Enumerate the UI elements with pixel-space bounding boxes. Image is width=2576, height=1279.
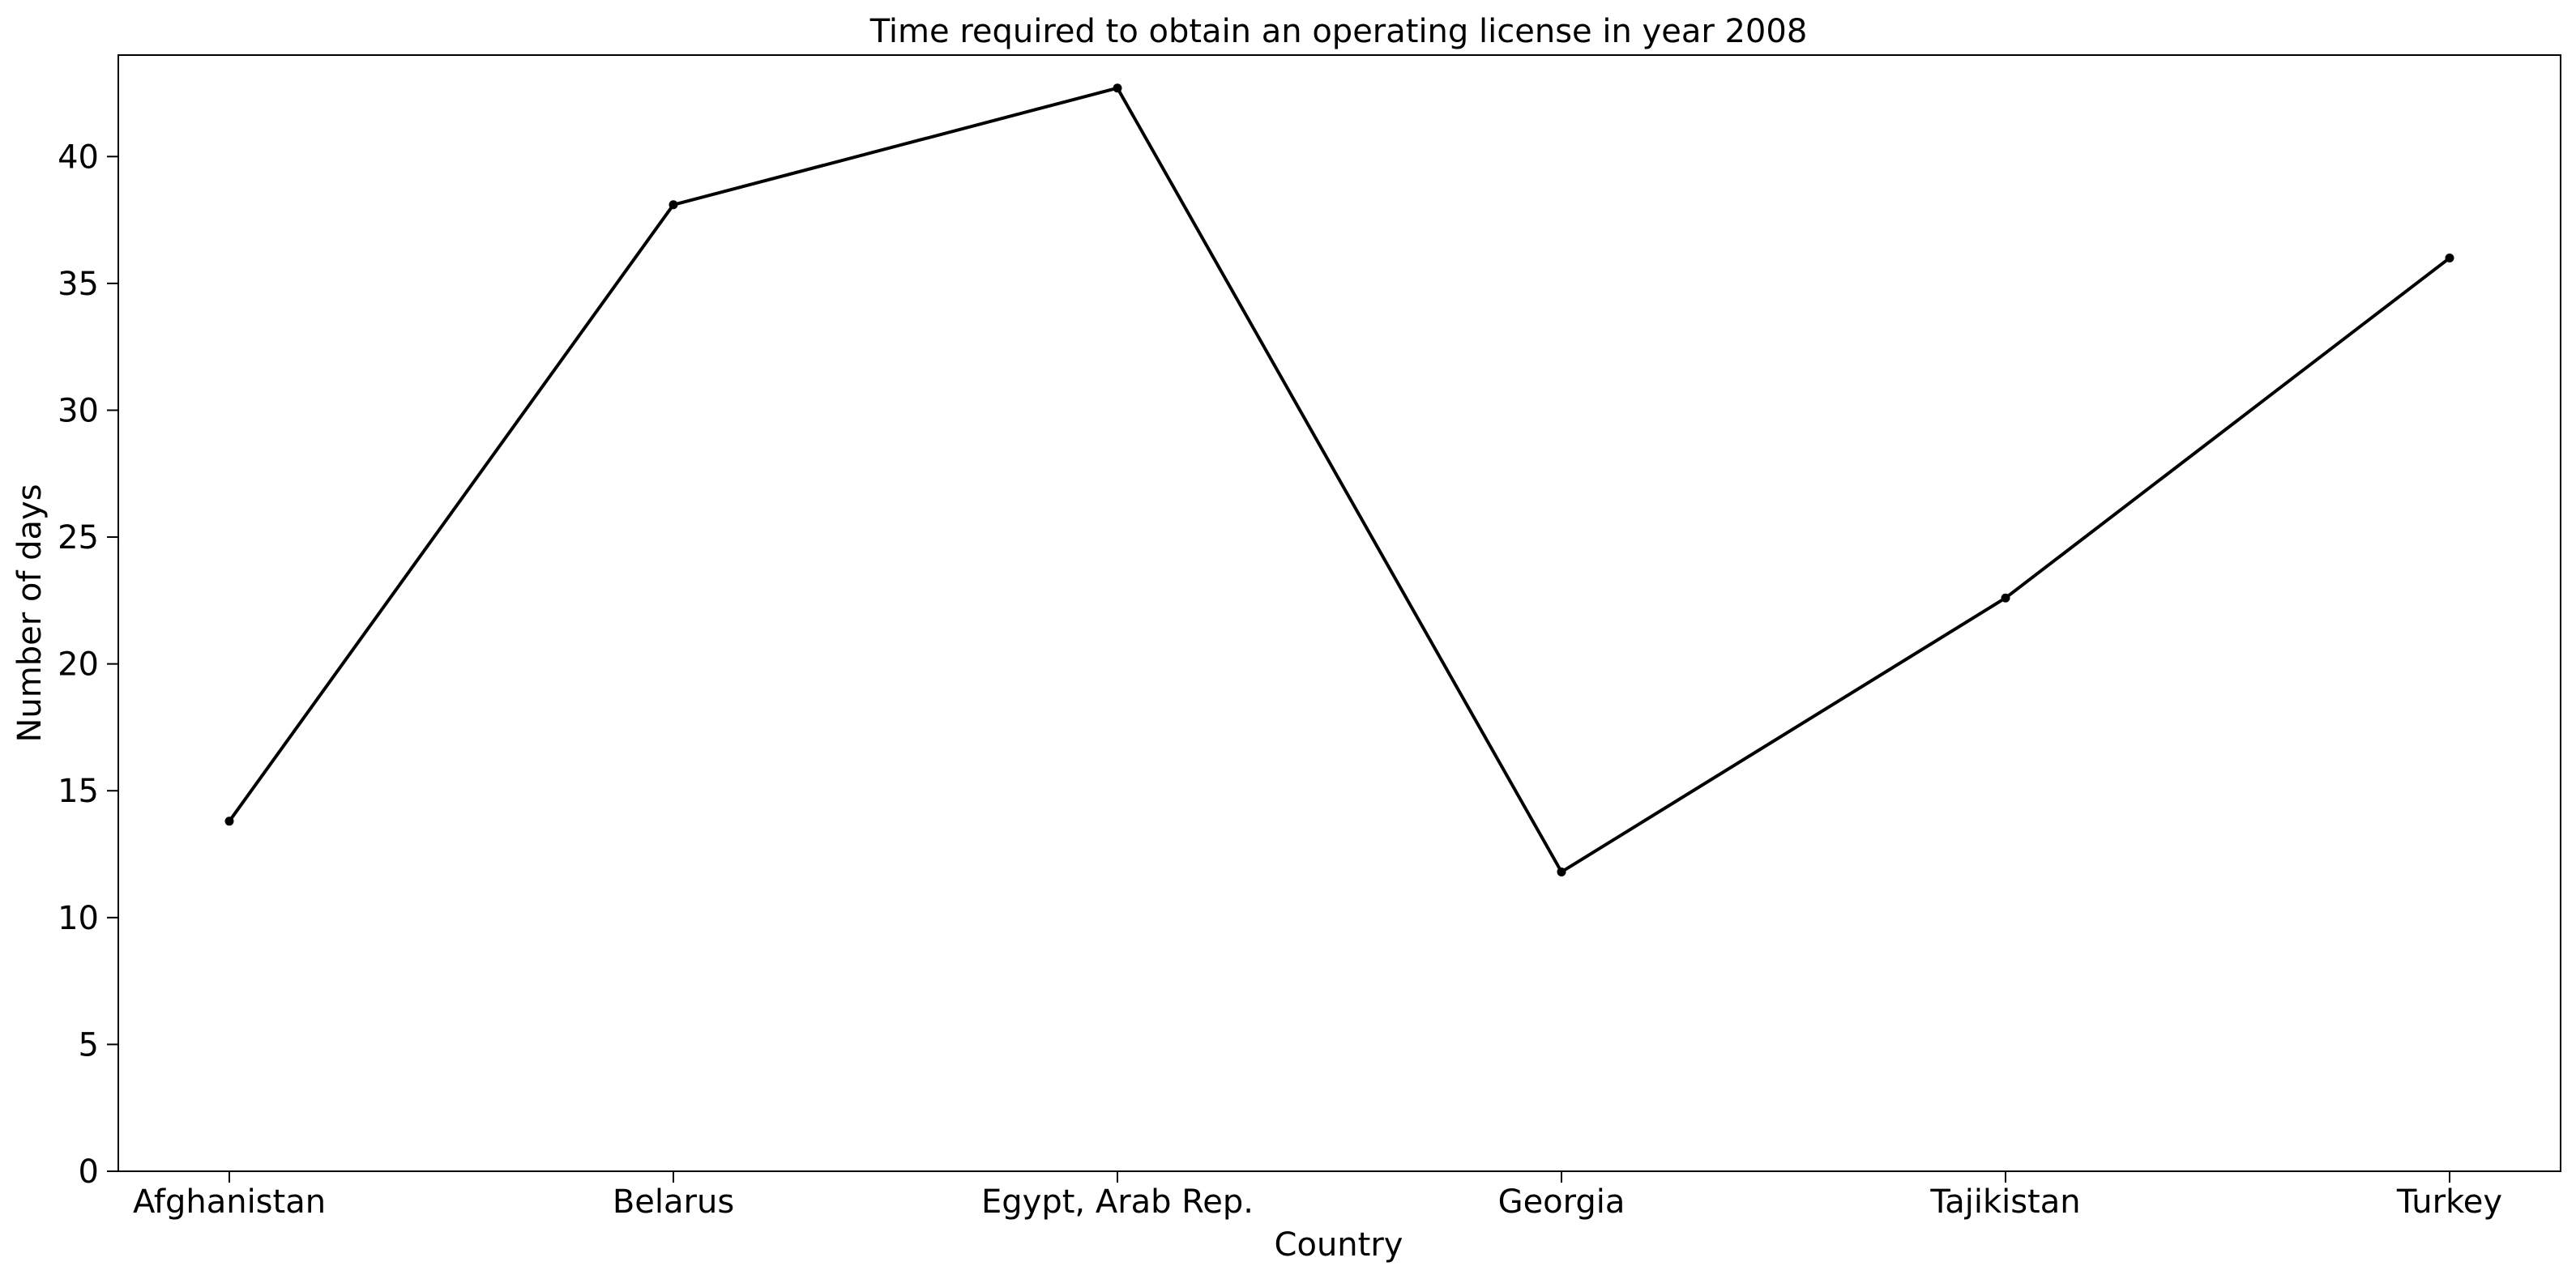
- x-tick-label: Afghanistan: [133, 1183, 326, 1221]
- y-tick-label: 25: [58, 519, 99, 556]
- x-tick-label: Belarus: [613, 1183, 734, 1221]
- data-point: [2001, 593, 2010, 603]
- x-tick-label: Georgia: [1498, 1183, 1625, 1221]
- y-axis: 0 5 10 15 20 25 30 35 40: [58, 139, 118, 1191]
- y-axis-label: Number of days: [11, 484, 49, 742]
- chart-title: Time required to obtain an operating lic…: [869, 13, 1808, 50]
- x-axis-label: Country: [1275, 1226, 1403, 1264]
- y-tick-label: 5: [79, 1026, 99, 1064]
- y-tick-label: 40: [58, 139, 99, 176]
- y-tick-label: 15: [58, 773, 99, 810]
- y-tick-label: 0: [79, 1153, 99, 1191]
- data-point: [1557, 867, 1566, 876]
- plot-area: [117, 54, 2561, 1172]
- x-tick-label: Tajikistan: [1929, 1183, 2080, 1221]
- data-line: [228, 86, 2451, 874]
- data-point: [224, 816, 234, 826]
- y-tick-label: 20: [58, 646, 99, 684]
- x-tick-label: Turkey: [2396, 1183, 2502, 1221]
- x-tick-label: Egypt, Arab Rep.: [981, 1183, 1254, 1221]
- x-axis: Afghanistan Belarus Egypt, Arab Rep. Georgi…: [133, 1171, 2502, 1221]
- data-points: [224, 83, 2454, 876]
- data-point: [669, 200, 678, 210]
- data-point: [1113, 83, 1122, 93]
- y-tick-label: 10: [58, 900, 99, 937]
- y-tick-label: 30: [58, 392, 99, 429]
- y-tick-label: 35: [58, 266, 99, 303]
- data-point: [2445, 254, 2454, 263]
